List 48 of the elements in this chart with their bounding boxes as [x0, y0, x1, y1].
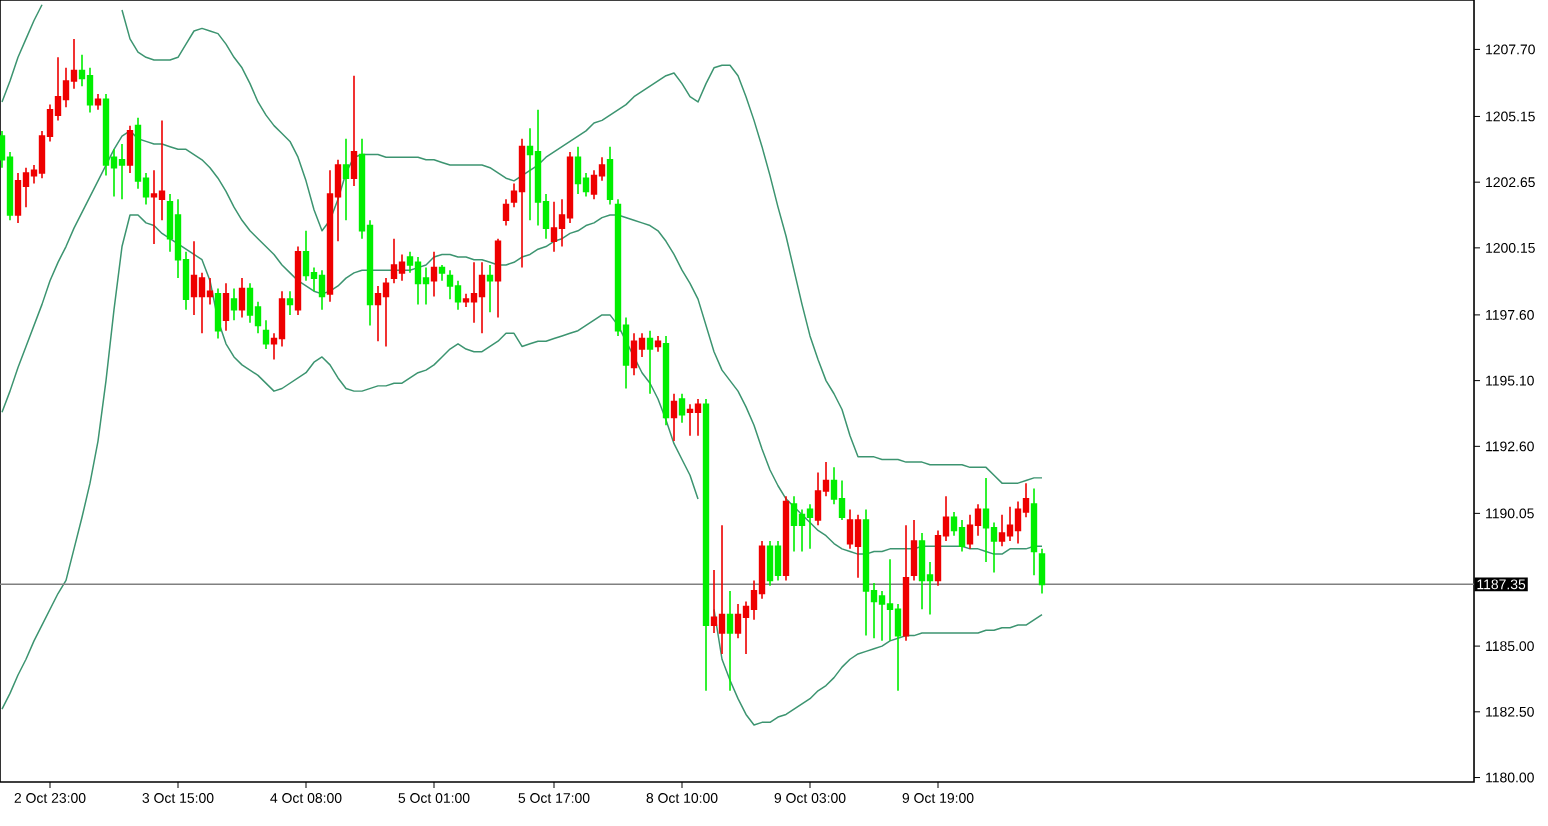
candlestick — [414, 256, 422, 306]
candlestick — [390, 237, 398, 285]
candlestick — [430, 251, 438, 298]
candlestick — [286, 290, 294, 316]
candlestick — [486, 264, 494, 314]
candlestick — [1038, 548, 1046, 595]
candlestick — [774, 540, 782, 582]
candlestick — [574, 145, 582, 195]
candlestick — [94, 93, 102, 111]
candlestick — [910, 519, 918, 582]
candlestick — [718, 524, 726, 655]
candlestick — [1006, 505, 1014, 542]
candlestick — [478, 261, 486, 335]
candlestick — [126, 124, 134, 174]
candlestick — [518, 137, 526, 269]
candlestick — [438, 264, 446, 282]
candlestick — [494, 237, 502, 319]
candlestick — [230, 287, 238, 321]
candlestick — [958, 519, 966, 553]
candlestick — [374, 285, 382, 342]
candlestick — [606, 145, 614, 206]
candlestick — [118, 143, 126, 201]
candlestick — [670, 392, 678, 442]
candlestick — [550, 201, 558, 253]
candlestick — [998, 513, 1006, 548]
candlestick — [342, 137, 350, 222]
candlestick — [350, 74, 358, 187]
candlestick — [726, 590, 734, 692]
candlestick — [318, 269, 326, 311]
candlestick — [678, 392, 686, 424]
candlestick — [262, 319, 270, 350]
candlestick — [654, 335, 662, 353]
candlestick — [862, 508, 870, 637]
candlestick — [382, 277, 390, 348]
candlestick — [854, 513, 862, 579]
candlestick — [694, 398, 702, 437]
candlestick — [1030, 487, 1038, 576]
candlestick — [918, 532, 926, 611]
candlestick — [222, 282, 230, 332]
candlestick — [630, 332, 638, 377]
candlestick — [502, 198, 510, 227]
candlestick — [902, 524, 910, 642]
candlestick — [14, 172, 22, 224]
candlestick — [790, 495, 798, 553]
candlestick — [238, 277, 246, 319]
candlestick — [686, 403, 694, 437]
candlestick — [646, 329, 654, 395]
candlestick — [806, 503, 814, 550]
